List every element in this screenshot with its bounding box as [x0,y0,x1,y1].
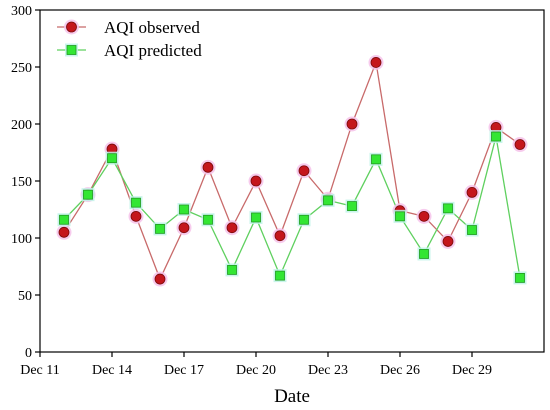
y-tick-label: 50 [18,289,32,304]
predicted-point-dot [155,223,165,234]
y-tick-label: 300 [11,4,32,19]
observed-point-dot [154,273,166,285]
observed-point-dot [226,222,238,234]
observed-point-dot [442,236,454,247]
predicted-point [81,188,95,202]
observed-point [152,271,168,287]
predicted-point-dot [515,272,525,283]
observed-point [368,54,384,70]
predicted-point [273,269,287,283]
predicted-point-dot [83,189,93,200]
y-tick-label: 150 [11,175,32,190]
x-tick-label: Dec 23 [308,363,348,378]
x-tick-label: Dec 20 [236,363,276,378]
observed-point-dot [346,118,358,130]
predicted-point-dot [395,211,405,222]
predicted-point [465,223,479,237]
predicted-point-dot [419,249,429,259]
predicted-point-dot [251,212,261,223]
y-tick-label: 250 [11,61,32,76]
predicted-point [393,209,407,223]
x-tick-label: Dec 26 [380,363,420,378]
predicted-point [129,196,143,210]
legend-marker-observed [64,19,79,35]
predicted-point-dot [131,197,141,208]
legend-marker-predicted-dot [66,45,77,55]
plot-frame [39,9,545,353]
observed-point [512,137,528,153]
predicted-point [177,203,191,216]
predicted-point-dot [203,214,213,225]
predicted-point [249,210,263,224]
observed-point [248,173,264,189]
observed-point-dot [202,161,214,173]
predicted-point-dot [179,204,189,215]
observed-point-dot [370,57,382,68]
observed-point-dot [466,186,478,198]
observed-point-dot [130,210,142,222]
predicted-point [513,271,527,285]
y-tick-label: 0 [25,346,32,361]
x-tick-label: Dec 29 [452,363,492,378]
observed-point-dot [418,210,430,222]
legend: AQI observed AQI predicted [57,18,202,60]
observed-point [464,184,480,200]
observed-point [176,220,192,236]
observed-point [416,208,432,224]
predicted-point-dot [371,154,381,165]
predicted-point [369,152,383,166]
predicted-point-dot [107,153,117,164]
predicted-point [417,247,431,261]
predicted-point [225,263,239,277]
observed-point-dot [298,165,310,177]
series-layer [56,54,528,287]
predicted-point-dot [59,214,69,225]
predicted-point-dot [467,225,477,235]
axes: 0 50 100 150 200 250 300 Dec 11 Dec 14 Dec 17 Dec … [11,4,545,378]
predicted-point [297,213,311,227]
predicted-point [105,151,119,165]
observed-point [344,116,360,132]
predicted-point-dot [299,214,309,225]
predicted-point [153,222,167,236]
predicted-point [321,193,335,207]
legend-label-predicted: AQI predicted [104,41,202,60]
y-tick-label: 100 [11,232,32,247]
x-tick-label: Dec 17 [164,363,204,378]
predicted-point [345,199,359,213]
observed-point [200,159,216,175]
observed-point-dot [250,175,262,187]
legend-label-observed: AQI observed [104,18,200,37]
observed-point [56,224,72,240]
predicted-point [57,213,71,227]
predicted-point-dot [227,265,237,275]
observed-point [224,220,240,236]
predicted-point [201,213,215,227]
observed-point-dot [514,139,526,150]
legend-marker-predicted [65,43,78,57]
observed-point [128,208,144,224]
predicted-point-dot [323,195,333,206]
predicted-point-dot [491,131,501,142]
predicted-point-dot [347,201,357,211]
predicted-point-dot [443,203,453,214]
y-tick-label: 200 [11,118,32,133]
x-tick-label: Dec 14 [92,363,132,378]
observed-point [272,228,288,244]
x-axis-label: Date [274,386,310,407]
observed-point-dot [58,226,70,238]
predicted-point-dot [275,270,285,281]
x-tick-label: Dec 11 [20,363,60,378]
observed-point-dot [178,222,190,234]
observed-point-dot [274,230,286,242]
legend-marker-observed-dot [66,21,77,33]
observed-point [296,163,312,179]
predicted-point [441,201,455,215]
observed-point [440,233,456,249]
predicted-point [489,130,503,144]
